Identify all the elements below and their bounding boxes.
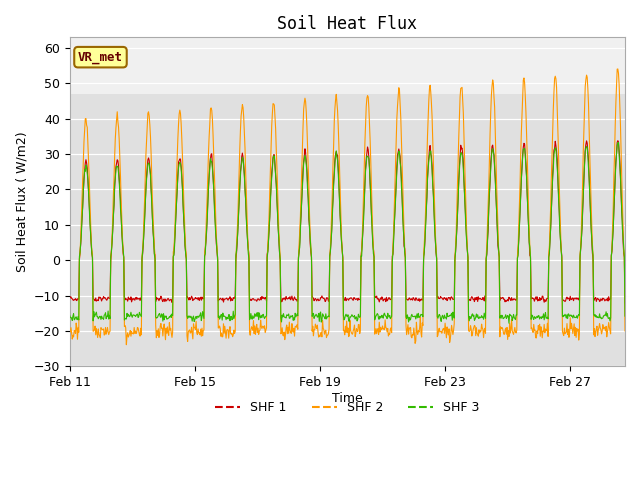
Title: Soil Heat Flux: Soil Heat Flux (277, 15, 417, 33)
Text: VR_met: VR_met (78, 51, 123, 64)
Bar (70, 94, 625, 366)
Y-axis label: Soil Heat Flux ( W/m2): Soil Heat Flux ( W/m2) (15, 132, 28, 272)
X-axis label: Time: Time (332, 392, 363, 405)
Legend: SHF 1, SHF 2, SHF 3: SHF 1, SHF 2, SHF 3 (211, 396, 484, 420)
